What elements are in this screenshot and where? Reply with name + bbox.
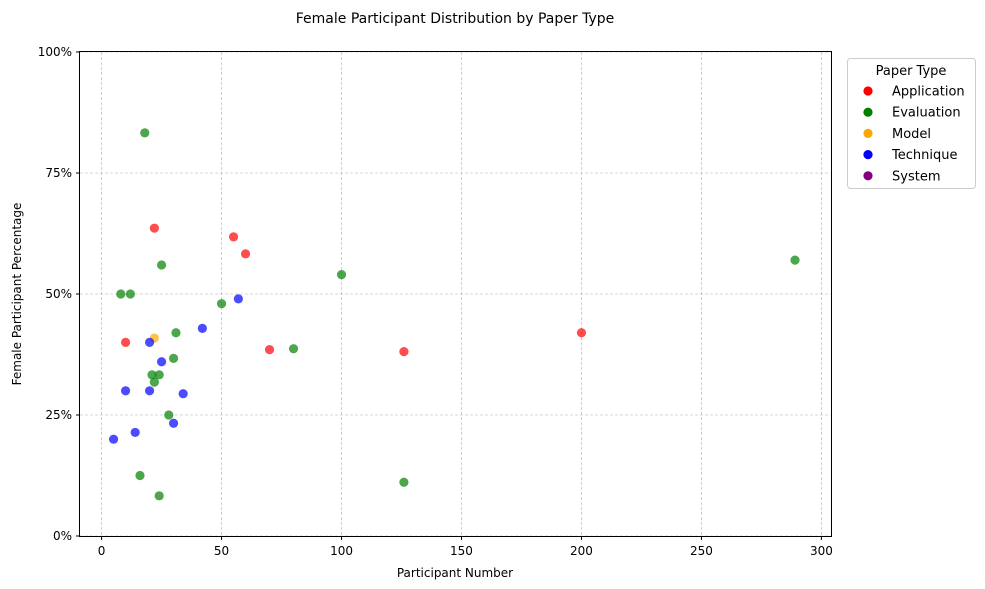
data-point-evaluation <box>116 289 126 299</box>
data-point-technique <box>130 427 140 438</box>
legend-marker-model <box>863 128 873 138</box>
legend-title: Paper Type <box>876 64 947 79</box>
data-points <box>108 128 800 501</box>
data-point-technique <box>197 323 207 333</box>
data-point-application <box>120 337 131 347</box>
legend-marker-system <box>863 171 873 181</box>
data-point-evaluation <box>125 289 135 299</box>
data-point-evaluation <box>154 491 164 501</box>
data-point-technique <box>120 386 131 396</box>
legend-marker-application <box>863 86 873 96</box>
data-point-evaluation <box>216 299 227 309</box>
data-point-evaluation <box>147 370 157 380</box>
legend-marker-evaluation <box>863 107 873 117</box>
x-tick-label: 250 <box>690 544 713 558</box>
data-point-technique <box>168 418 179 428</box>
data-point-application <box>240 249 251 259</box>
data-point-evaluation <box>399 477 409 487</box>
legend-label-model: Model <box>892 127 931 142</box>
data-point-evaluation <box>149 377 159 387</box>
x-tick-label: 100 <box>330 544 353 558</box>
data-point-evaluation <box>168 353 179 363</box>
legend-label-system: System <box>892 169 940 184</box>
data-point-evaluation <box>164 410 174 420</box>
x-tick-label: 200 <box>570 544 593 558</box>
data-point-evaluation <box>156 260 167 270</box>
data-point-application <box>399 346 409 357</box>
data-point-application <box>228 232 239 242</box>
data-point-technique <box>144 337 155 347</box>
x-axis-ticks: 0 50 100 150 200 250 300 <box>98 536 833 558</box>
x-axis-label: Participant Number <box>397 566 513 580</box>
data-point-technique <box>156 357 167 367</box>
y-tick-label: 50% <box>45 287 72 301</box>
data-point-evaluation <box>135 470 145 481</box>
chart-title: Female Participant Distribution by Paper… <box>296 11 614 27</box>
x-tick-label: 0 <box>98 544 106 558</box>
y-axis-ticks: 0% 25% 50% 75% 100% <box>38 45 80 543</box>
x-tick-label: 150 <box>450 544 473 558</box>
legend-label-evaluation: Evaluation <box>892 106 961 121</box>
data-point-technique <box>178 389 188 399</box>
legend: Paper Type Application Evaluation Model Tec… <box>847 58 976 189</box>
data-point-application <box>264 345 275 355</box>
legend-label-application: Application <box>892 85 965 100</box>
x-tick-label: 50 <box>214 544 229 558</box>
data-point-evaluation <box>171 328 181 338</box>
data-point-technique <box>233 294 243 304</box>
data-point-technique <box>144 386 155 396</box>
data-point-technique <box>108 434 119 444</box>
data-point-evaluation <box>288 344 299 354</box>
data-point-evaluation <box>790 255 800 265</box>
y-axis-label: Female Participant Percentage <box>10 203 24 386</box>
legend-marker-technique <box>863 150 873 160</box>
y-tick-label: 100% <box>38 45 72 59</box>
data-point-application <box>149 223 159 233</box>
x-tick-label: 300 <box>810 544 833 558</box>
legend-label-technique: Technique <box>891 148 957 163</box>
grid-lines <box>80 51 831 537</box>
data-point-application <box>576 328 587 338</box>
y-tick-label: 75% <box>45 166 72 180</box>
y-tick-label: 25% <box>45 408 72 422</box>
legend-box <box>847 58 976 189</box>
data-point-evaluation <box>140 128 150 138</box>
data-point-evaluation <box>336 270 347 280</box>
data-point-evaluation <box>154 370 164 380</box>
y-tick-label: 0% <box>53 529 72 543</box>
